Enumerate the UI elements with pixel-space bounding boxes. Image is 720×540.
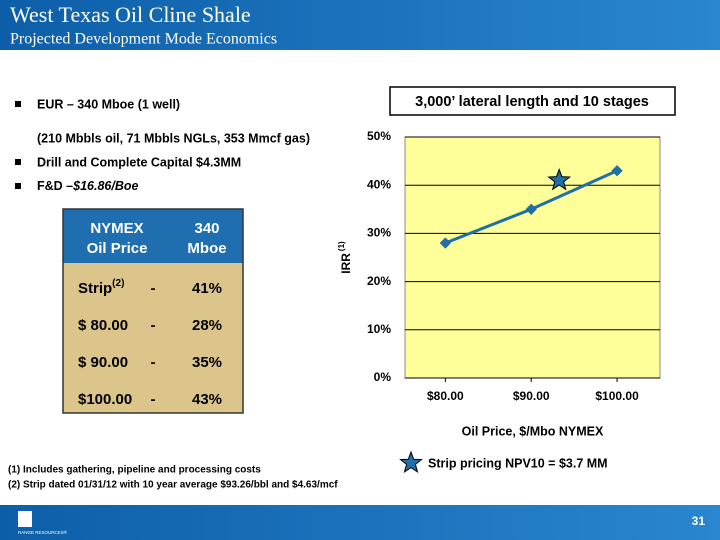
price: $100.00 [78,391,132,408]
table-cell: 35% [192,354,222,371]
page-number: 31 [692,514,706,528]
table-cell: Strip(2) [78,278,124,297]
header-bar [0,0,720,50]
point-marker [439,237,452,249]
table-cell: - [151,280,156,297]
y-tick-label: 40% [367,177,391,191]
chart-title: 3,000’ lateral length and 10 stages [415,94,649,110]
table-cell: $ 80.00 [78,317,128,334]
bullet-text: (210 Mbbls oil, 71 Mbbls NGLs, 353 Mmcf … [37,131,310,145]
price: Strip [78,280,112,297]
bullet [15,101,21,107]
y-tick-label: 0% [374,370,392,384]
fd-value: $16.86/Boe [72,179,138,193]
logo-mark [18,511,32,527]
note: (2) [112,278,124,289]
point-marker [611,165,623,177]
fd-label: F&D – [37,179,73,193]
footnote: (2) Strip dated 01/31/12 with 10 year av… [8,480,338,491]
table-cell: - [151,354,156,371]
irr-table [62,208,244,414]
table-cell: 28% [192,317,222,334]
table-header-text: NYMEX [90,220,143,237]
bullets: EUR – 340 Mboe (1 well) (210 Mbbls oil, … [15,97,310,193]
x-tick-label: $80.00 [427,389,464,403]
slide-subtitle: Projected Development Mode Economics [10,31,277,48]
y-tick-label: 30% [367,226,391,240]
y-axis-note: (1) [337,241,346,251]
point-marker [525,203,537,215]
price: $ 90.00 [78,354,128,371]
table-border [62,208,244,414]
legend-text: Strip pricing NPV10 = $3.7 MM [428,456,608,470]
table-header [63,209,243,263]
table-cell: $ 90.00 [78,354,128,371]
y-tick-label: 20% [367,274,391,288]
footer-bar [0,505,720,540]
footnote: (1) Includes gathering, pipeline and pro… [8,465,261,476]
chart-title-box [389,86,676,116]
table-cell: - [151,391,156,408]
bullet [15,183,21,189]
y-tick-label: 50% [367,129,391,143]
x-tick-label: $90.00 [513,389,550,403]
table-body [63,263,243,413]
table-cell: 41% [192,280,222,297]
bullet-text: EUR – 340 Mboe (1 well) [37,97,180,111]
table-cell: - [151,317,156,334]
logo-text: RANGE RESOURCES® [18,529,68,535]
y-axis-label: IRR [339,253,353,274]
table-header-text: Mboe [187,240,226,257]
x-tick-label: $100.00 [595,389,639,403]
bullet-text: F&D –$16.86/Boe [37,179,138,193]
bullet [15,159,21,165]
plot-area [404,136,661,379]
table-cell: 43% [192,391,222,408]
legend-star [399,450,423,474]
y-tick-label: 10% [367,322,391,336]
strip-star [547,167,572,191]
slide-title: West Texas Oil Cline Shale [10,2,251,27]
table-cell: $100.00 [78,391,132,408]
y-axis-title: IRR (1) [337,241,353,274]
price: $ 80.00 [78,317,128,334]
bullet-text: Drill and Complete Capital $4.3MM [37,155,241,169]
table-header-text: 340 [194,220,219,237]
table-header-text: Oil Price [87,240,148,257]
x-axis-title: Oil Price, $/Mbo NYMEX [462,424,604,438]
